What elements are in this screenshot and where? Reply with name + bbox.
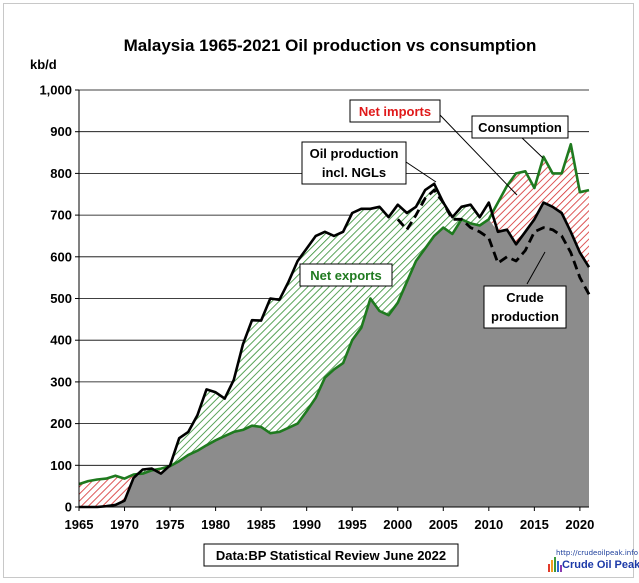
production-box <box>301 141 407 185</box>
net-imports-leader <box>439 114 518 196</box>
consumption-line <box>78 142 590 486</box>
chart-title: Malaysia 1965-2021 Oil production vs con… <box>124 36 537 55</box>
domestic-supply-area <box>79 202 589 507</box>
y-tick-label: 800 <box>50 166 72 181</box>
x-tick-label: 1965 <box>65 517 94 532</box>
crude-label-line1: Crude <box>506 290 544 305</box>
crude-label-line2: production <box>491 309 559 324</box>
logo-name: Crude Oil Peak <box>562 559 639 571</box>
line-layer <box>78 142 591 509</box>
x-tick-label: 2015 <box>520 517 549 532</box>
x-tick-label: 1995 <box>338 517 367 532</box>
y-tick-label: 1,000 <box>39 83 72 98</box>
area-layer <box>79 144 589 508</box>
net-imports-label: Net imports <box>359 104 431 119</box>
chart-frame <box>3 3 634 578</box>
x-tick-label: 2010 <box>474 517 503 532</box>
x-tick-label: 2020 <box>565 517 594 532</box>
logo-bars-icon <box>548 557 562 572</box>
x-tick-label: 1975 <box>156 517 185 532</box>
x-tick-label: 2000 <box>383 517 412 532</box>
crude-box <box>483 285 567 329</box>
y-tick-label: 500 <box>50 291 72 306</box>
net-imports-box <box>349 99 441 123</box>
x-tick-label: 1985 <box>247 517 276 532</box>
y-tick-label: 600 <box>50 249 72 264</box>
y-tick-label: 0 <box>65 500 72 515</box>
source-box <box>203 543 459 567</box>
y-tick-label: 400 <box>50 333 72 348</box>
consumption-box <box>471 115 569 139</box>
x-tick-label: 1990 <box>292 517 321 532</box>
source-label: Data:BP Statistical Review June 2022 <box>216 548 446 563</box>
x-tick-label: 1970 <box>110 517 139 532</box>
consumption-leader <box>519 135 544 159</box>
net-exports-box <box>299 263 393 287</box>
net-exports-label: Net exports <box>310 268 382 283</box>
x-tick-label: 2005 <box>429 517 458 532</box>
y-tick-label: 200 <box>50 416 72 431</box>
x-tick-labels: 1965 1970 1975 1980 1985 1990 1995 2000 2005 2010… <box>65 507 594 532</box>
y-tick-label: 100 <box>50 458 72 473</box>
y-tick-label: 700 <box>50 208 72 223</box>
crude-leader <box>526 251 546 285</box>
consumption-label: Consumption <box>478 120 562 135</box>
y-tick-label: 900 <box>50 124 72 139</box>
production-line <box>79 182 591 509</box>
logo-url: http://crudeoilpeak.info <box>556 549 638 557</box>
y-tick-label: 300 <box>50 374 72 389</box>
production-label-line1: Oil production <box>310 146 399 161</box>
production-leader <box>402 159 437 183</box>
y-tick-labels: 0 100 200 300 400 500 600 700 800 900 1,000 <box>39 83 79 515</box>
production-label-line2: incl. NGLs <box>322 165 386 180</box>
net-imports-area <box>79 144 589 507</box>
crude-production-line <box>396 188 591 295</box>
y-axis-unit: kb/d <box>30 57 57 72</box>
x-tick-label: 1980 <box>201 517 230 532</box>
crude-oil-peak-logo: http://crudeoilpeak.info Crude Oil Peak <box>548 549 639 577</box>
annotations: Net imports Consumption Oil production incl… <box>299 99 569 329</box>
net-exports-area <box>79 183 589 508</box>
